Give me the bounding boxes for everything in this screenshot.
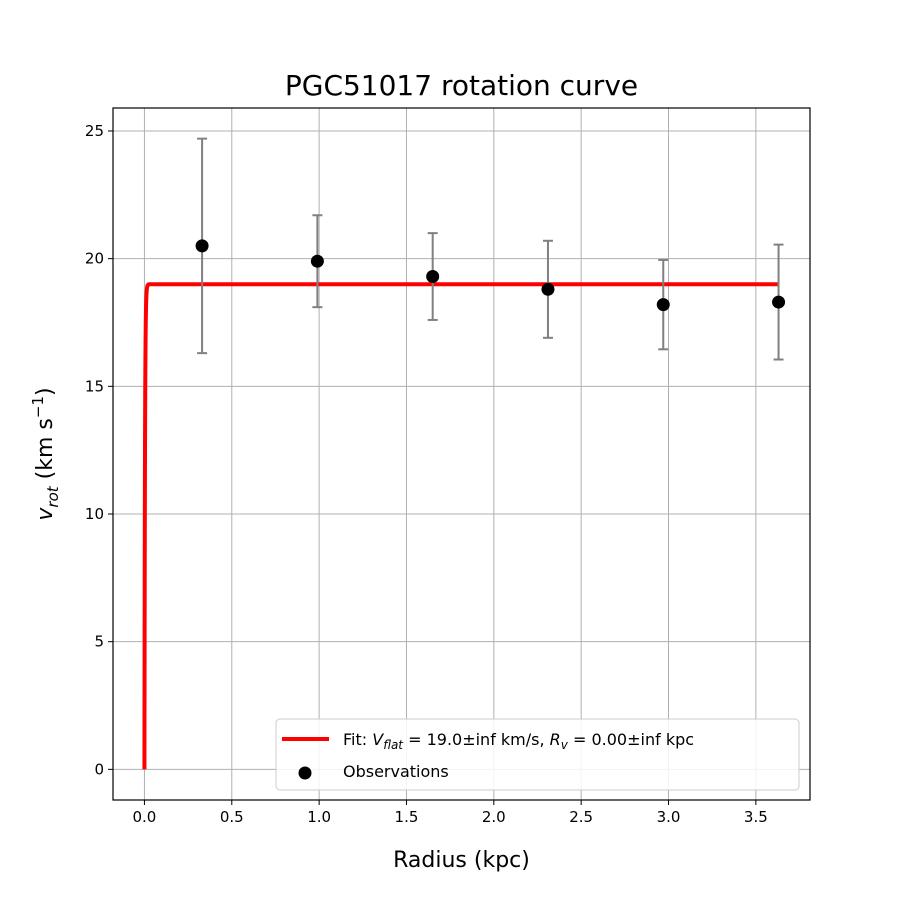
legend-point-swatch (298, 766, 312, 780)
y-tick-label: 0 (94, 760, 104, 778)
y-label-unit-close: ) (33, 387, 58, 396)
y-axis-label: vrot (km s−1) (29, 387, 62, 520)
legend-text-part: flat (383, 738, 404, 752)
y-label-unit-exponent: −1 (29, 396, 47, 418)
observation-point (310, 254, 324, 268)
x-tick-label: 0.5 (220, 808, 244, 826)
errorbar-layer (197, 137, 784, 361)
observation-point (656, 298, 670, 312)
legend-text-part: R (550, 730, 561, 749)
legend-box (275, 718, 800, 791)
legend-text-part: V (372, 730, 384, 749)
x-tick-label: 0.0 (133, 808, 157, 826)
observation-point (541, 282, 555, 296)
legend: Fit: Vflat = 19.0±inf km/s, Rv = 0.00±in… (275, 718, 800, 791)
fit-curve (142, 282, 779, 772)
fit-layer (142, 282, 779, 772)
observation-point (426, 270, 440, 284)
y-label-symbol: v (33, 507, 58, 521)
y-tick-label: 10 (85, 505, 104, 523)
y-tick-label: 5 (94, 633, 104, 651)
legend-text-part: Fit: (343, 730, 372, 749)
legend-text-part: = 0.00±inf kpc (568, 730, 694, 749)
y-tick-label: 15 (85, 377, 104, 395)
legend-entry-observations: Observations (343, 762, 449, 781)
x-tick-label: 3.0 (657, 808, 681, 826)
x-axis-label: Radius (kpc) (393, 848, 530, 873)
y-label-subscript: rot (44, 485, 62, 507)
y-tick-label: 25 (85, 122, 104, 140)
legend-entry-fit: Fit: Vflat = 19.0±inf km/s, Rv = 0.00±in… (343, 730, 694, 752)
x-tick-label: 3.5 (744, 808, 768, 826)
x-tick-label: 1.5 (395, 808, 419, 826)
ticks: 0.0 0.5 1.0 1.5 2.0 2.5 3.0 3.5 0 5 10 15 20 25 (85, 122, 768, 826)
x-tick-label: 2.5 (569, 808, 593, 826)
observation-points (195, 239, 786, 312)
legend-text-part: Observations (343, 762, 449, 781)
y-label-unit: (km s (33, 418, 58, 486)
grid (113, 108, 810, 800)
legend-text-part: v (561, 738, 569, 752)
observation-point (195, 239, 209, 253)
chart-title: PGC51017 rotation curve (285, 69, 638, 102)
observation-point (772, 295, 786, 309)
legend-text-part: = 19.0±inf km/s, (403, 730, 550, 749)
plot-frame (112, 107, 811, 801)
x-tick-label: 1.0 (307, 808, 331, 826)
x-tick-label: 2.0 (482, 808, 506, 826)
y-tick-label: 20 (85, 250, 104, 268)
